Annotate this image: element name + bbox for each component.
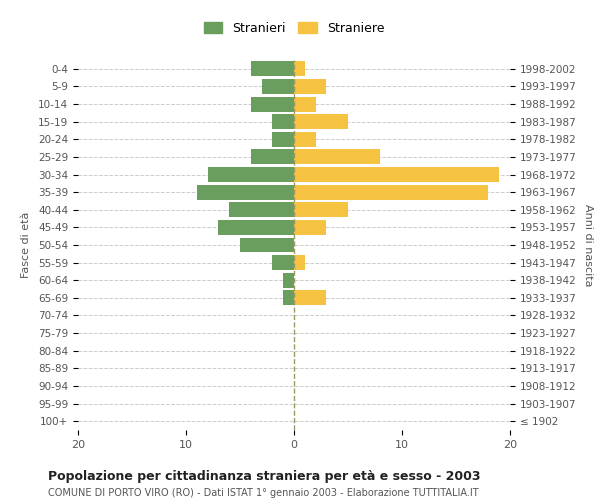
Y-axis label: Anni di nascita: Anni di nascita <box>583 204 593 286</box>
Bar <box>294 62 305 76</box>
Text: COMUNE DI PORTO VIRO (RO) - Dati ISTAT 1° gennaio 2003 - Elaborazione TUTTITALIA: COMUNE DI PORTO VIRO (RO) - Dati ISTAT 1… <box>48 488 479 498</box>
Y-axis label: Fasce di età: Fasce di età <box>21 212 31 278</box>
Bar <box>218 220 294 235</box>
Bar <box>272 132 294 147</box>
Bar <box>294 202 348 218</box>
Bar <box>283 290 294 306</box>
Bar <box>272 114 294 129</box>
Bar <box>208 167 294 182</box>
Bar <box>251 96 294 112</box>
Text: Popolazione per cittadinanza straniera per età e sesso - 2003: Popolazione per cittadinanza straniera p… <box>48 470 481 483</box>
Bar <box>294 220 326 235</box>
Bar <box>294 255 305 270</box>
Bar <box>294 184 488 200</box>
Bar <box>294 167 499 182</box>
Bar <box>294 96 316 112</box>
Bar <box>294 290 326 306</box>
Legend: Stranieri, Straniere: Stranieri, Straniere <box>200 18 388 38</box>
Bar <box>294 150 380 164</box>
Bar <box>251 150 294 164</box>
Bar <box>294 114 348 129</box>
Bar <box>283 273 294 287</box>
Bar <box>294 132 316 147</box>
Bar <box>251 62 294 76</box>
Bar <box>229 202 294 218</box>
Bar <box>240 238 294 252</box>
Bar <box>294 79 326 94</box>
Bar <box>197 184 294 200</box>
Bar <box>272 255 294 270</box>
Bar <box>262 79 294 94</box>
